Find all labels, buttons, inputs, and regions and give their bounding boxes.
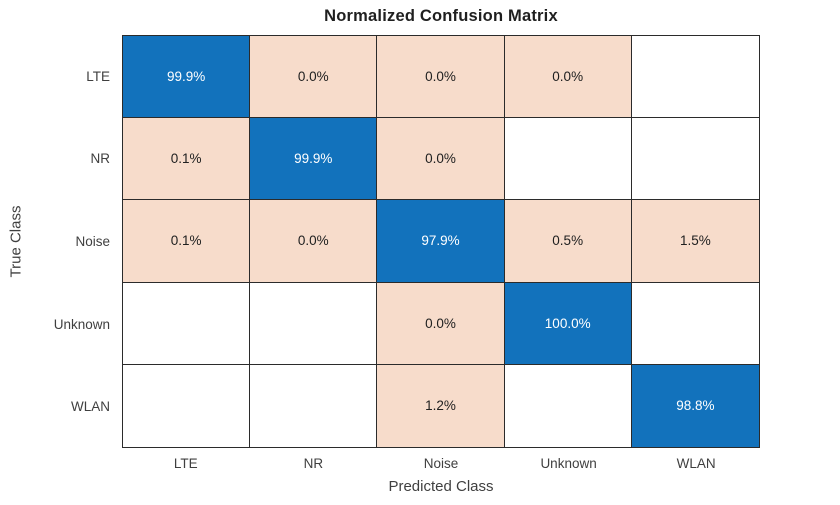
- cell-lte-unknown: 0.0%: [504, 36, 632, 119]
- cell-lte-noise: 0.0%: [377, 36, 505, 119]
- y-tick-unknown: Unknown: [53, 316, 110, 332]
- y-tick-noise: Noise: [75, 233, 110, 249]
- cell-wlan-wlan: 98.8%: [631, 364, 759, 447]
- cell-nr-lte: 0.1%: [123, 118, 251, 201]
- cell-unknown-wlan: [631, 282, 759, 365]
- cell-wlan-unknown: [504, 364, 632, 447]
- cell-lte-lte: 99.9%: [123, 36, 251, 119]
- cell-noise-wlan: 1.5%: [631, 200, 759, 283]
- x-tick-nr: NR: [303, 456, 324, 471]
- cell-noise-nr: 0.0%: [250, 200, 378, 283]
- x-tick-labels: LTE NR Noise Unknown WLAN: [122, 456, 760, 471]
- cell-noise-unknown: 0.5%: [504, 200, 632, 283]
- y-tick-labels: LTE NR Noise Unknown WLAN: [0, 35, 116, 448]
- x-axis-label: Predicted Class: [388, 478, 494, 495]
- cell-unknown-nr: [250, 282, 378, 365]
- cell-lte-wlan: [631, 36, 759, 119]
- cell-noise-noise: 97.9%: [377, 200, 505, 283]
- x-tick-wlan: WLAN: [676, 456, 716, 471]
- cell-nr-wlan: [631, 118, 759, 201]
- cell-noise-lte: 0.1%: [123, 200, 251, 283]
- y-tick-lte: LTE: [86, 68, 110, 84]
- cell-wlan-nr: [250, 364, 378, 447]
- cell-wlan-noise: 1.2%: [377, 364, 505, 447]
- cell-nr-noise: 0.0%: [377, 118, 505, 201]
- x-tick-unknown: Unknown: [540, 456, 597, 471]
- y-tick-nr: NR: [90, 151, 111, 167]
- x-tick-noise: Noise: [423, 456, 459, 471]
- cell-lte-nr: 0.0%: [250, 36, 378, 119]
- cell-nr-unknown: [504, 118, 632, 201]
- chart-title: Normalized Confusion Matrix: [324, 7, 558, 25]
- cell-wlan-lte: [123, 364, 251, 447]
- x-tick-lte: LTE: [173, 456, 198, 471]
- y-tick-wlan: WLAN: [70, 399, 110, 415]
- cell-unknown-unknown: 100.0%: [504, 282, 632, 365]
- confusion-matrix-grid: 99.9% 0.0% 0.0% 0.0% 0.1% 99.9% 0.0% 0.1% 0.0% 97…: [122, 35, 760, 448]
- cell-nr-nr: 99.9%: [250, 118, 378, 201]
- cell-unknown-lte: [123, 282, 251, 365]
- cell-unknown-noise: 0.0%: [377, 282, 505, 365]
